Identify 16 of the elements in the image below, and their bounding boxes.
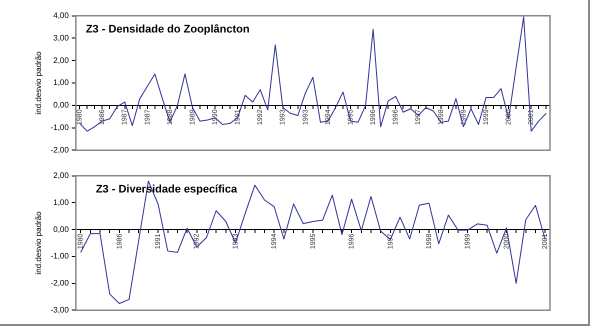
y-axis-title: ind.desvio padrão bbox=[34, 50, 44, 115]
y-tick-label: -1,00 bbox=[50, 252, 70, 261]
y-tick-label: 0,00 bbox=[53, 100, 70, 110]
y-tick-label: -2,00 bbox=[50, 145, 70, 154]
y-tick-label: 4,00 bbox=[53, 11, 70, 20]
text: Z3 - Densidade do Zooplâncton bbox=[86, 23, 250, 36]
y-axis-title: ind.desvio padrão bbox=[34, 210, 44, 275]
y-tick-label: 3,00 bbox=[53, 33, 70, 42]
y-tick-label: 1,00 bbox=[53, 78, 70, 88]
y-tick-label: -2,00 bbox=[50, 278, 70, 288]
y-tick-label: 1,00 bbox=[53, 198, 70, 207]
y-tick-label: 2,00 bbox=[53, 56, 70, 65]
y-tick-label: 0,00 bbox=[53, 224, 70, 234]
y-tick-label: 2,00 bbox=[53, 171, 70, 180]
y-tick-label: -1,00 bbox=[50, 123, 70, 132]
y-tick-label: -3,00 bbox=[50, 305, 70, 314]
